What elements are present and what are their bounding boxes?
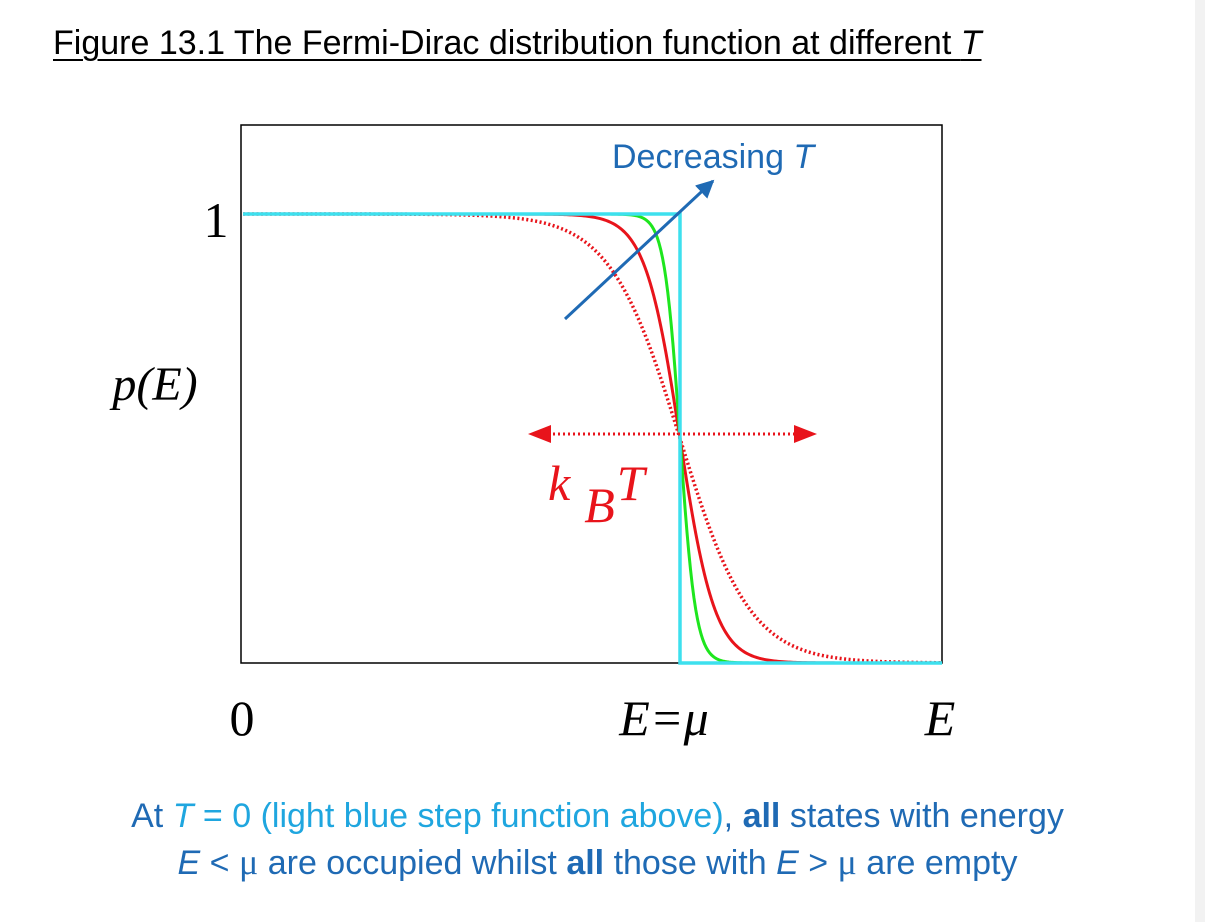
caption-text: all [566, 844, 605, 882]
figure-title-text: Figure 13.1 The Fermi-Dirac distribution… [53, 24, 961, 62]
decreasing-t-arrow [563, 179, 715, 321]
x-tick-mu: E=μ [618, 690, 708, 746]
caption-text: T [172, 797, 194, 835]
caption-text: all [742, 797, 781, 835]
kbt-arrow-right-head [794, 425, 817, 443]
caption-text: are occupied whilst [258, 844, 567, 882]
caption-text: those with [604, 844, 777, 882]
figure-title: Figure 13.1 The Fermi-Dirac distribution… [53, 24, 982, 63]
caption-text: E [776, 844, 799, 882]
caption-text: At [131, 797, 173, 835]
caption-text: = 0 [193, 797, 261, 835]
y-axis-label: p(E) [109, 358, 197, 411]
x-tick-zero: 0 [230, 690, 255, 746]
curve-group [243, 212, 942, 665]
fermi-dirac-curve-2 [243, 212, 942, 665]
annotations: Decreasing T k BT [528, 138, 817, 533]
figure-title-italic: T [960, 24, 982, 62]
caption-text: , [723, 797, 743, 835]
fermi-dirac-curve-4 [243, 212, 942, 665]
caption-text: μ [238, 842, 259, 882]
kbt-arrow-left-head [528, 425, 551, 443]
plot-frame [240, 124, 943, 664]
caption-text: are empty [856, 844, 1018, 882]
decreasing-t-label: Decreasing T [612, 138, 816, 176]
caption-text: states with energy [780, 797, 1064, 835]
caption-text: μ [837, 842, 857, 882]
caption-line-1: At T = 0 (light blue step function above… [0, 793, 1195, 839]
axis-labels: 1 p(E) 0 E=μ E [109, 192, 955, 746]
caption-text: (light blue step function above) [260, 797, 724, 835]
caption-line-2: E < μ are occupied whilst all those with… [0, 839, 1195, 886]
x-axis-label: E [924, 690, 956, 746]
right-edge-strip [1195, 0, 1205, 922]
y-tick-one: 1 [204, 192, 229, 248]
fermi-dirac-curve-3 [243, 212, 942, 665]
caption: At T = 0 (light blue step function above… [0, 793, 1195, 886]
caption-text: < [200, 844, 239, 882]
fermi-dirac-curve-1 [243, 212, 942, 665]
caption-text: > [798, 844, 838, 882]
kbt-label: k BT [548, 455, 648, 533]
caption-text: E [177, 844, 201, 882]
